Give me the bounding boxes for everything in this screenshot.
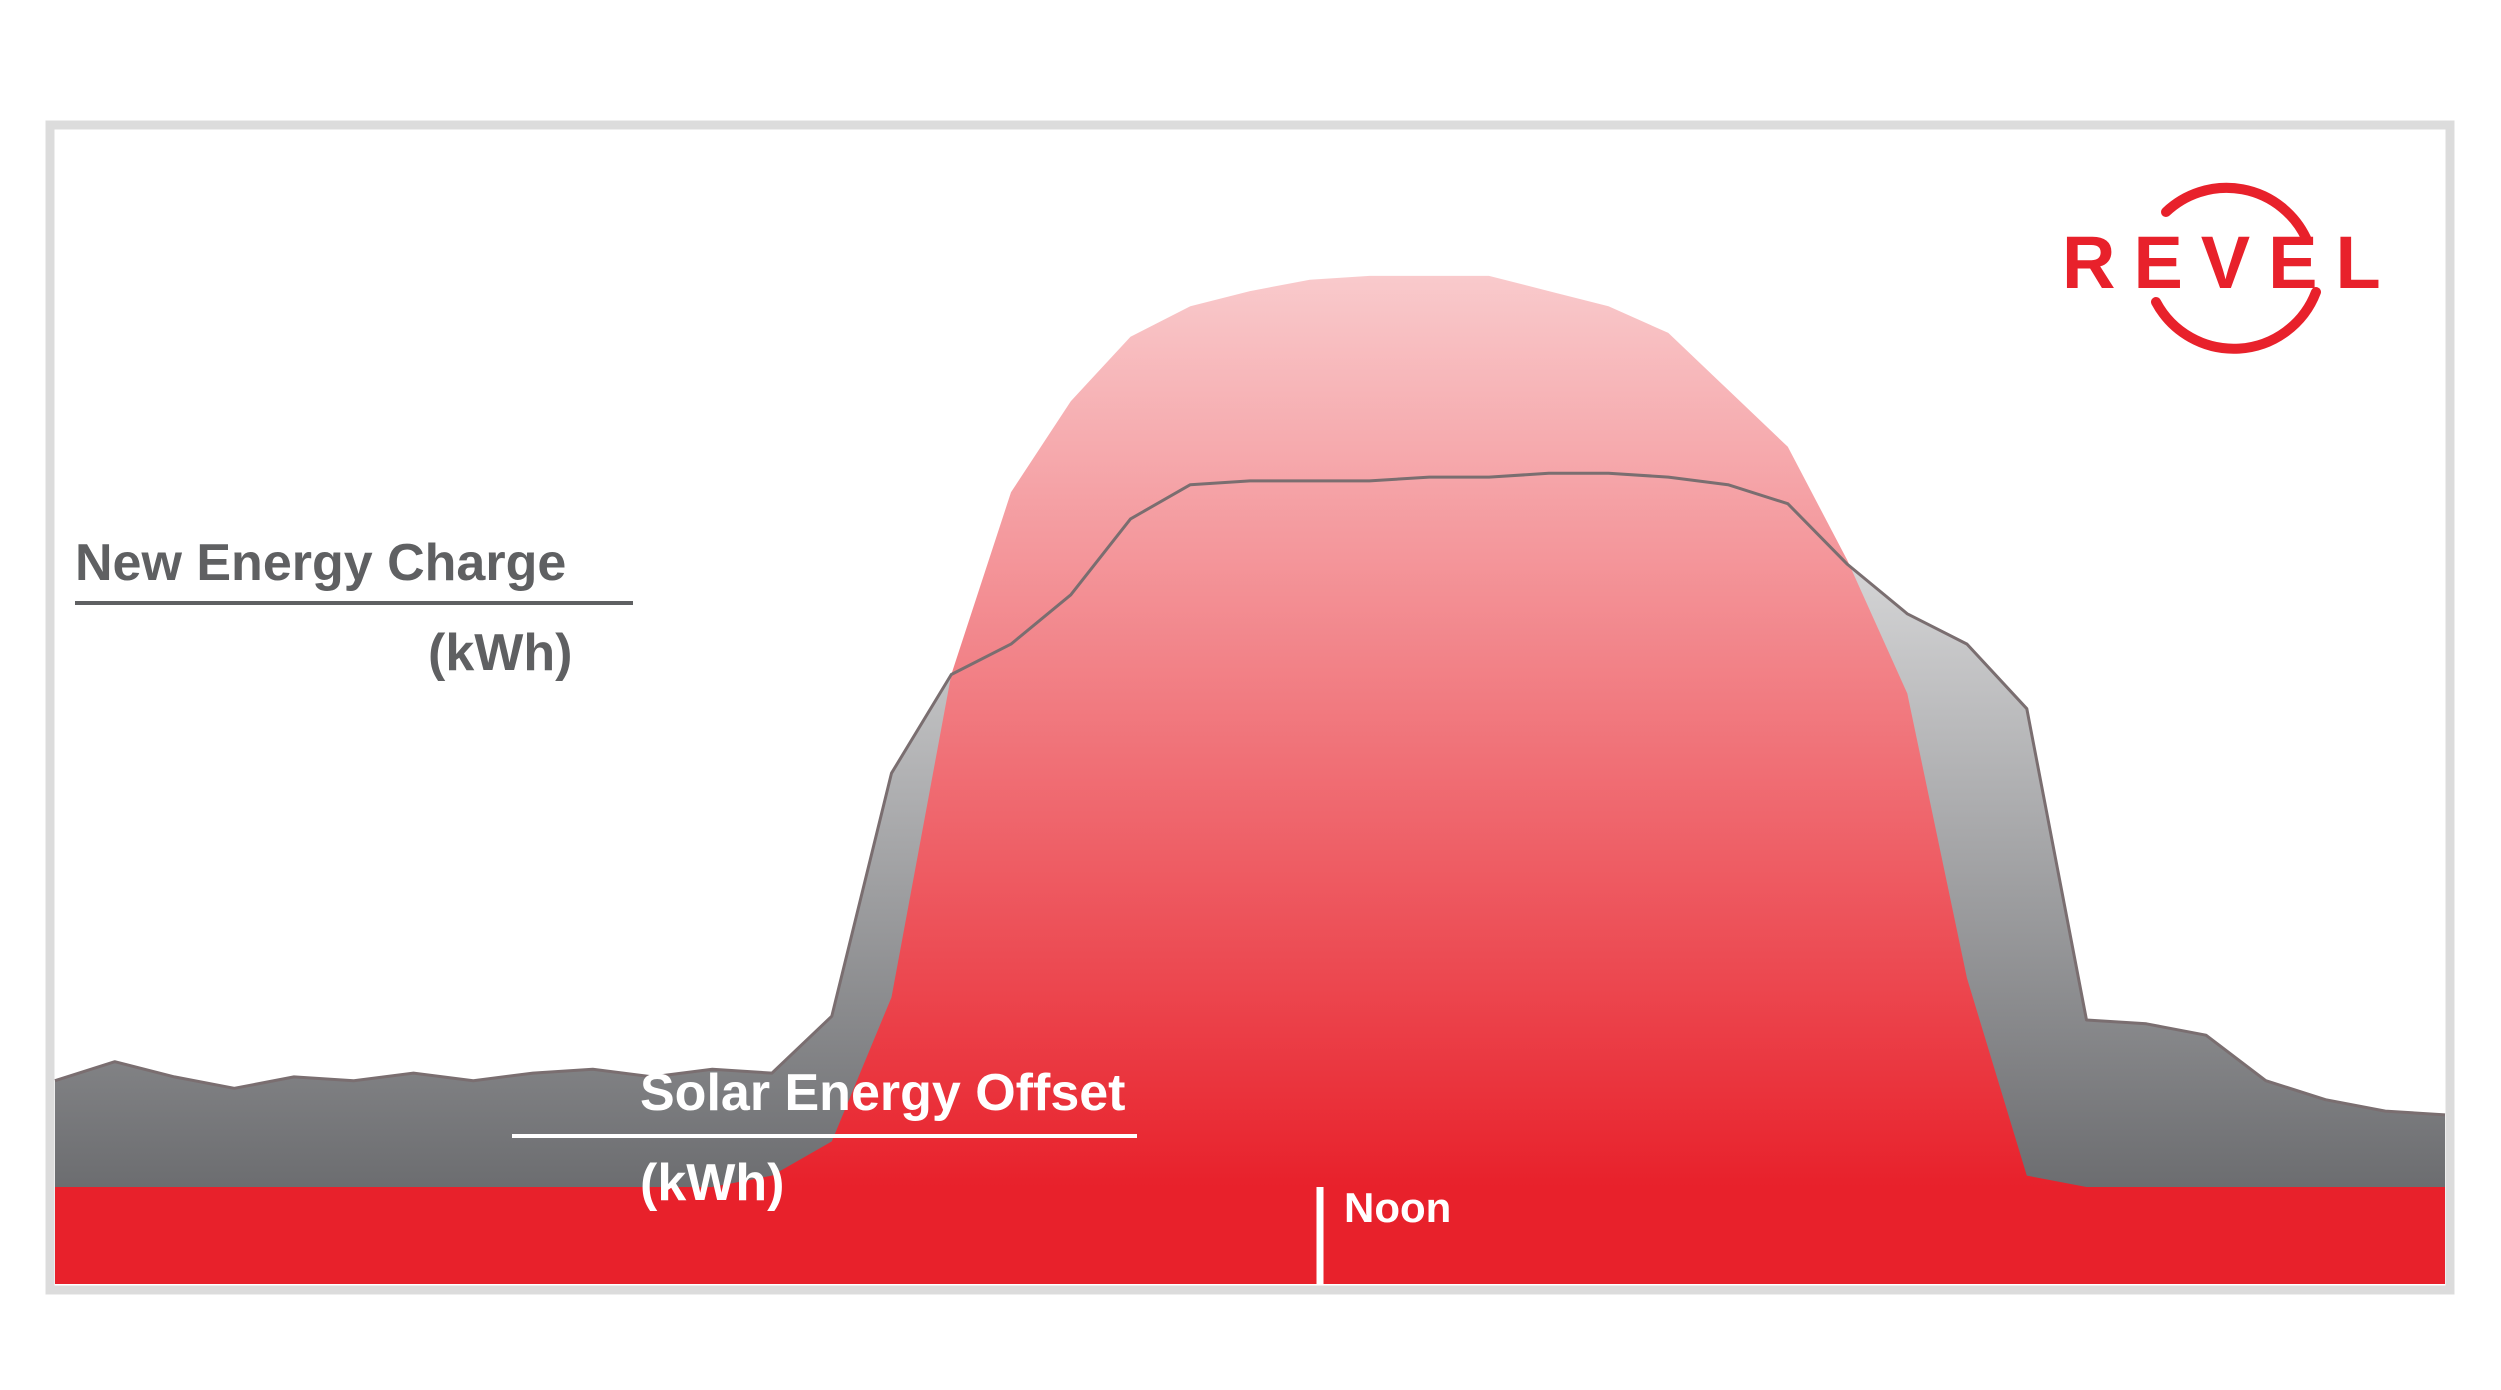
noon-label: Noon bbox=[1344, 1184, 1451, 1231]
solar-title-label: Solar Energy Offset bbox=[640, 1064, 1125, 1122]
baseline-band bbox=[55, 1187, 2445, 1284]
logo-wordmark: REVEL bbox=[2062, 221, 2399, 304]
plot-area bbox=[54, 275, 2446, 1187]
charge-unit-label: (kWh) bbox=[428, 624, 572, 682]
solar-unit-label: (kWh) bbox=[640, 1154, 784, 1212]
logo-ring-lower-icon bbox=[2151, 287, 2321, 354]
series-new-energy-charge-line bbox=[54, 471, 2446, 1117]
logo-ring-icon bbox=[2161, 182, 2311, 243]
series-solar-energy-offset-area bbox=[55, 275, 2445, 1187]
charge-title-label: New Energy Charge bbox=[75, 534, 566, 592]
revel-logo: REVEL bbox=[2062, 182, 2399, 354]
